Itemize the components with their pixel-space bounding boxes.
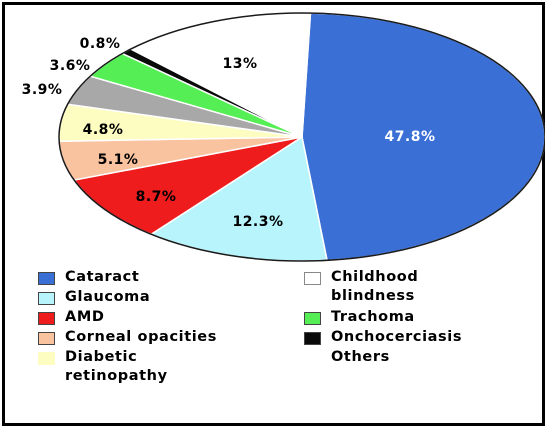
legend-label-diabetic-retinopathy: Diabetic retinopathy <box>65 349 168 384</box>
legend-item-cataract: Cataract <box>38 268 139 287</box>
legend-item-amd: AMD <box>38 308 105 327</box>
pie-label-others: 3.9% <box>22 82 63 98</box>
legend-swatch-glaucoma <box>38 292 55 305</box>
legend-swatch-diabetic-retinopathy <box>38 352 55 365</box>
pie-label-cataract: 47.8% <box>384 129 435 145</box>
pie-label-childhood-blindness: 13% <box>222 56 257 72</box>
pie-labels: 47.8% 12.3% 8.7% 5.1% 4.8% 3.9% 3.6% 0.8% 13% <box>22 36 435 230</box>
legend-item-childhood-blindness: Childhood blindness <box>304 268 504 306</box>
legend-label-childhood-blindness: Childhood blindness <box>331 269 419 304</box>
legend-label-onchocerciasis: Onchocerciasis <box>331 329 463 345</box>
pie-label-diabetic-retinopathy: 4.8% <box>83 122 124 138</box>
legend-swatch-others <box>304 352 321 365</box>
pie-label-trachoma: 3.6% <box>50 58 91 74</box>
legend-swatch-childhood-blindness <box>304 272 321 285</box>
legend-label-amd: AMD <box>65 309 105 325</box>
legend-label-trachoma: Trachoma <box>331 309 415 325</box>
legend-label-cataract: Cataract <box>65 269 140 285</box>
legend-swatch-onchocerciasis <box>304 332 321 345</box>
legend-item-glaucoma: Glaucoma <box>38 288 150 307</box>
pie-outline <box>58 12 545 262</box>
legend-swatch-trachoma <box>304 312 321 325</box>
pie-label-onchocerciasis: 0.8% <box>80 36 121 52</box>
legend-item-onchocerciasis: Onchocerciasis <box>304 328 462 347</box>
pie-label-amd: 8.7% <box>136 189 177 205</box>
legend-item-diabetic-retinopathy: Diabetic retinopathy <box>38 348 238 386</box>
legend-label-corneal-opacities: Corneal opacities <box>65 329 217 345</box>
pie-label-corneal-opacities: 5.1% <box>98 152 139 168</box>
legend-swatch-corneal-opacities <box>38 332 55 345</box>
legend-label-glaucoma: Glaucoma <box>65 289 151 305</box>
legend-swatch-cataract <box>38 272 55 285</box>
legend-item-corneal-opacities: Corneal opacities <box>38 328 217 347</box>
legend-item-others: Others <box>304 348 390 367</box>
legend-item-trachoma: Trachoma <box>304 308 415 327</box>
legend-swatch-amd <box>38 312 55 325</box>
legend-label-others: Others <box>331 349 390 365</box>
pie-label-glaucoma: 12.3% <box>232 214 283 230</box>
pie-slices <box>58 12 545 262</box>
